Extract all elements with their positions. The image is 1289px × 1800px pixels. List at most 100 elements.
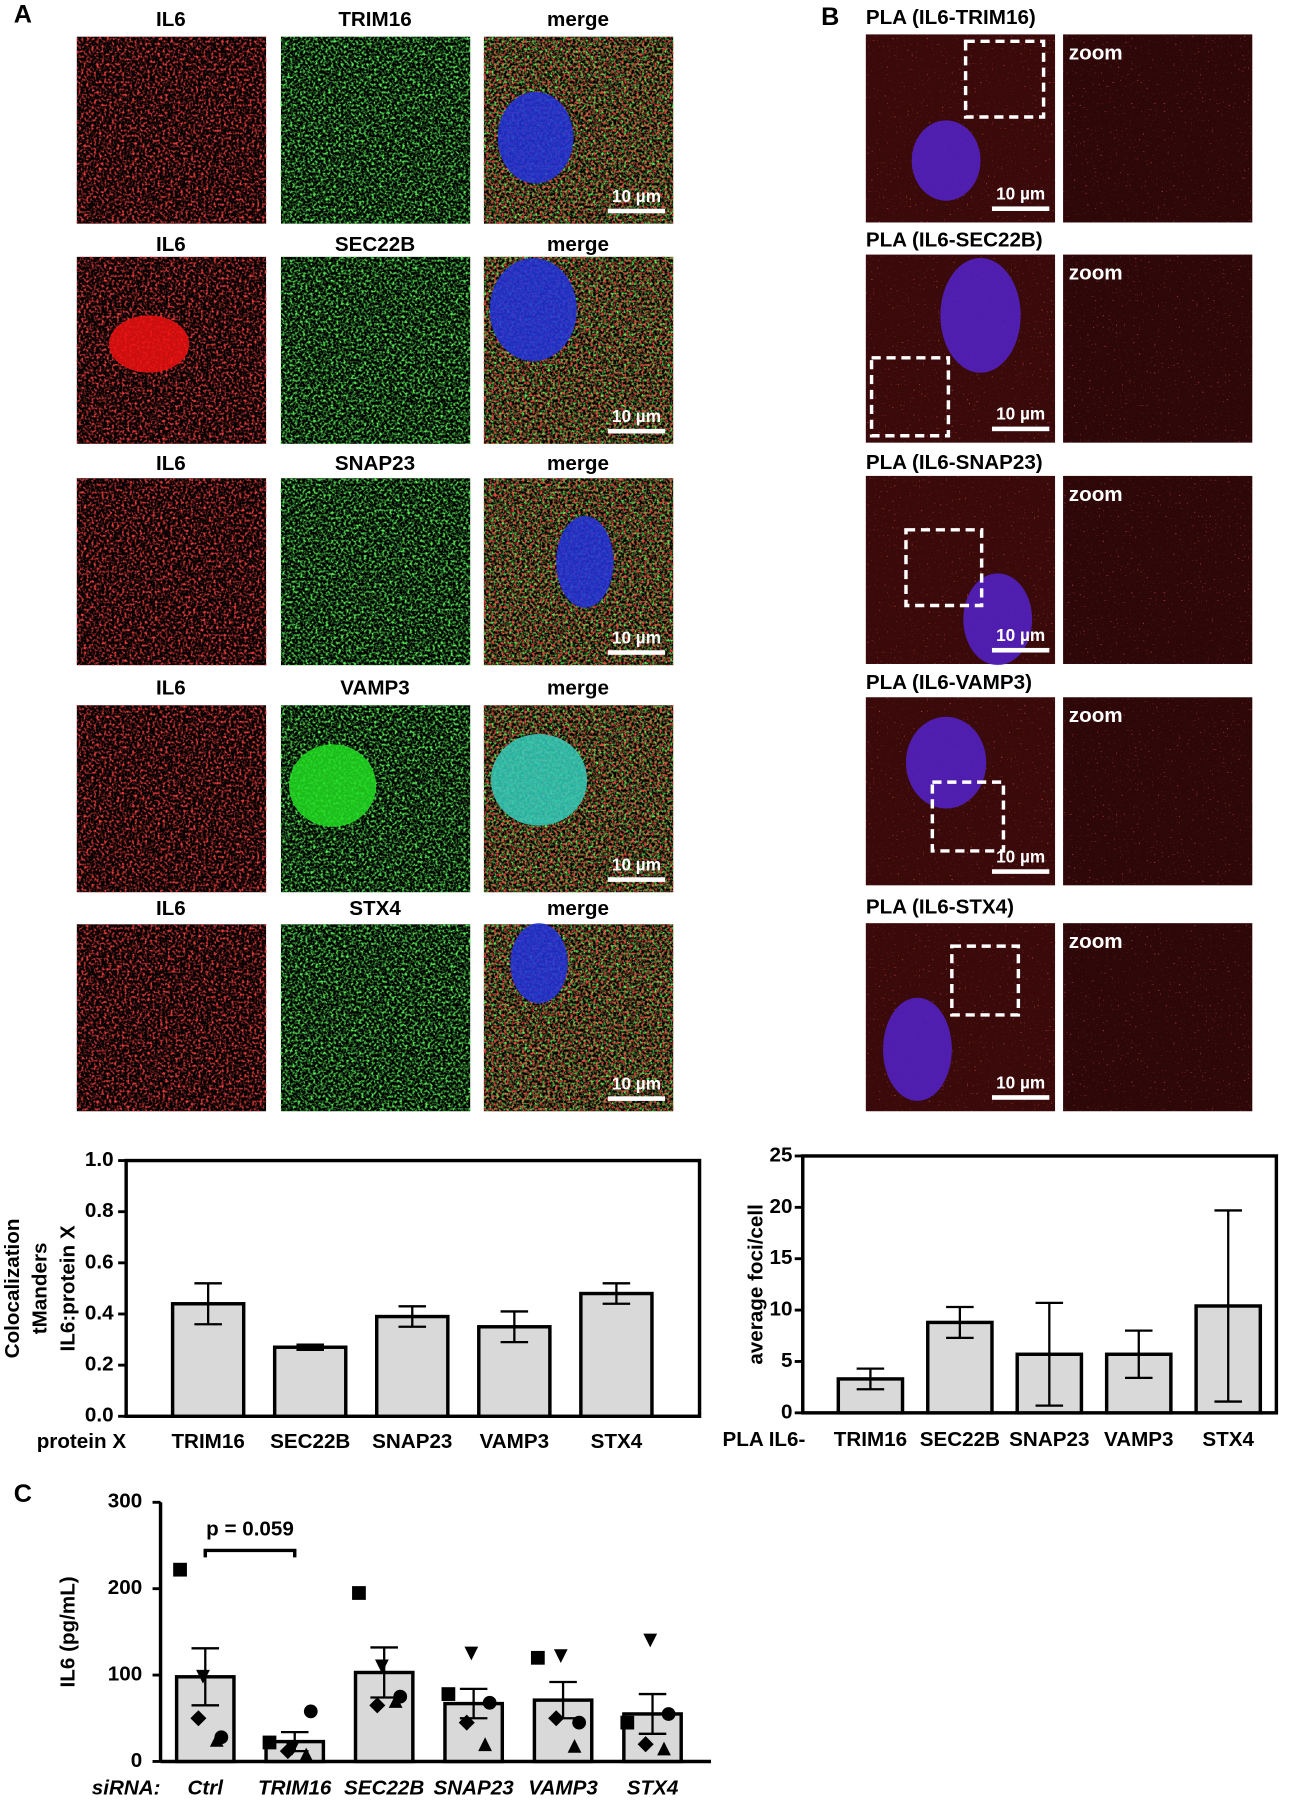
x-tick-label: VAMP3 [528,1776,598,1799]
channel-label: IL6 [156,452,186,475]
data-point [369,1697,386,1714]
y-tick-label: 200 [108,1576,142,1599]
scale-bar [991,647,1050,653]
scale-bar-label: 10 µm [996,625,1045,645]
y-tick-label: 0.6 [85,1250,114,1273]
panel-label: A [14,1,32,29]
data-point [262,1735,277,1750]
data-point [352,1586,366,1600]
channel-label: VAMP3 [340,677,410,700]
channel-label: SEC22B [335,233,415,256]
pla-title: PLA (IL6-VAMP3) [866,671,1032,694]
y-tick-label: 0.8 [85,1199,114,1222]
y-axis-label: Colocalization [1,1219,24,1359]
x-axis-label: protein X [37,1430,127,1453]
x-tick-label: TRIM16 [171,1430,244,1453]
y-tick-label: 100 [108,1663,142,1686]
scale-bar [607,208,666,214]
micrograph-texture [1063,923,1253,1112]
zoom-label: zoom [1069,930,1123,953]
channel-label: IL6 [156,897,186,920]
micrograph-texture [280,36,471,224]
scale-bar-label: 10 µm [612,854,661,874]
bar [375,1314,450,1419]
nucleus [510,923,568,1004]
data-point [620,1715,635,1730]
pla-title: PLA (IL6-TRIM16) [866,6,1036,29]
channel-label: SNAP23 [335,452,415,475]
panel-label: C [14,1480,32,1508]
scale-bar [991,206,1050,212]
micrograph-texture [1063,34,1253,223]
channel-label: merge [547,8,609,31]
pla-title: PLA (IL6-SNAP23) [866,451,1043,474]
nucleus [556,516,614,608]
data-point [173,1562,187,1577]
zoom-label: zoom [1069,483,1123,506]
x-tick-label: VAMP3 [480,1430,550,1453]
channel-label: merge [547,452,609,475]
scale-bar [991,426,1050,432]
scale-bar-label: 10 µm [996,404,1045,424]
x-axis-label: PLA IL6- [722,1428,805,1451]
data-point [375,1659,389,1674]
channel-label: IL6 [156,233,186,256]
micrograph-texture [1063,254,1253,443]
zoom-box [930,780,1006,853]
channel-label: merge [547,233,609,256]
channel-label: IL6 [156,677,186,700]
x-axis-label: siRNA: [92,1776,161,1799]
x-tick-label: TRIM16 [258,1776,332,1799]
y-tick-label: 0.0 [85,1404,114,1427]
x-tick-label: SNAP23 [1009,1428,1089,1451]
nucleus [883,997,952,1101]
bar [272,1345,348,1419]
y-tick-label: 0.4 [85,1301,114,1324]
zoom-label: zoom [1069,41,1123,64]
scale-bar-label: 10 µm [612,406,661,426]
data-point [279,1743,296,1760]
y-axis-label: IL6:protein X [56,1225,79,1351]
channel-label: IL6 [156,8,186,31]
zoom-box [963,39,1046,119]
x-tick-label: Ctrl [188,1776,225,1799]
x-tick-label: VAMP3 [1104,1428,1174,1451]
scale-bar [607,877,666,882]
data-point [196,1669,210,1684]
micrograph-texture [76,924,267,1112]
data-point [299,1747,314,1762]
data-point [441,1687,456,1701]
zoom-box [950,944,1021,1017]
scale-bar-label: 10 µm [996,184,1045,204]
nucleus [497,91,574,184]
nucleus [108,315,190,373]
pla-title: PLA (IL6-SEC22B) [866,228,1043,251]
data-point [567,1739,582,1753]
panel-label: B [821,3,839,31]
x-tick-label: SNAP23 [434,1776,515,1799]
x-tick-label: SNAP23 [372,1430,452,1453]
micrograph-texture [1063,697,1253,886]
micrograph-texture [1063,475,1253,664]
channel-label: merge [547,677,609,700]
zoom-label: zoom [1069,704,1123,727]
annotation: p = 0.059 [206,1517,294,1540]
zoom-label: zoom [1069,262,1123,285]
channel-label: merge [547,897,609,920]
nucleus [288,744,377,827]
channel-label: STX4 [349,897,401,920]
micrograph-texture [280,478,471,666]
scale-bar [991,869,1050,874]
y-tick-label: 0 [131,1749,142,1772]
micrograph-texture [76,478,267,666]
zoom-box [869,356,951,438]
data-point [388,1694,403,1708]
data-point [637,1736,654,1753]
nucleus [940,258,1021,373]
scale-bar-label: 10 µm [612,627,661,647]
scale-bar-label: 10 µm [996,846,1045,866]
y-tick-label: 25 [769,1143,792,1166]
y-tick-label: 5 [781,1349,792,1372]
x-tick-label: STX4 [627,1776,679,1799]
